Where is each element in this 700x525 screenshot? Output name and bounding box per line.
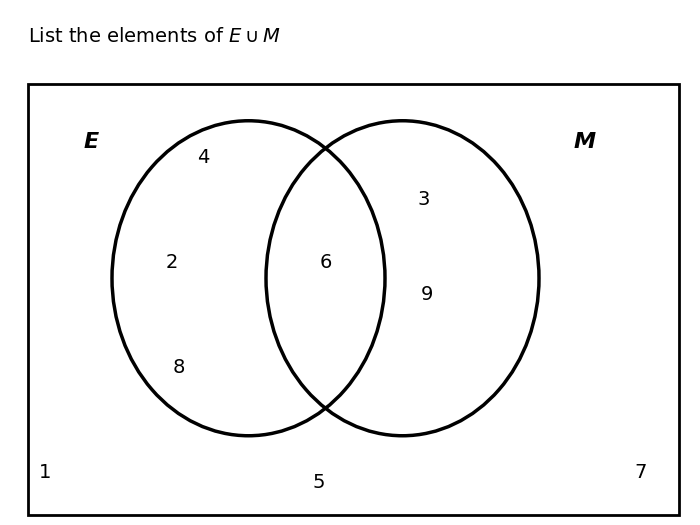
Text: 1: 1 bbox=[39, 463, 52, 482]
Text: 6: 6 bbox=[319, 253, 332, 272]
Text: 2: 2 bbox=[165, 253, 178, 272]
Text: $\boldsymbol{M}$: $\boldsymbol{M}$ bbox=[573, 132, 596, 152]
Text: 7: 7 bbox=[634, 463, 647, 482]
Text: 8: 8 bbox=[172, 358, 185, 377]
Text: 5: 5 bbox=[312, 474, 325, 492]
Text: 4: 4 bbox=[197, 148, 209, 167]
Text: $\boldsymbol{E}$: $\boldsymbol{E}$ bbox=[83, 132, 99, 152]
Text: 9: 9 bbox=[421, 285, 433, 303]
Text: List the elements of $E \cup M$: List the elements of $E \cup M$ bbox=[28, 27, 281, 46]
Text: 3: 3 bbox=[417, 190, 430, 209]
Bar bbox=[28, 84, 679, 514]
